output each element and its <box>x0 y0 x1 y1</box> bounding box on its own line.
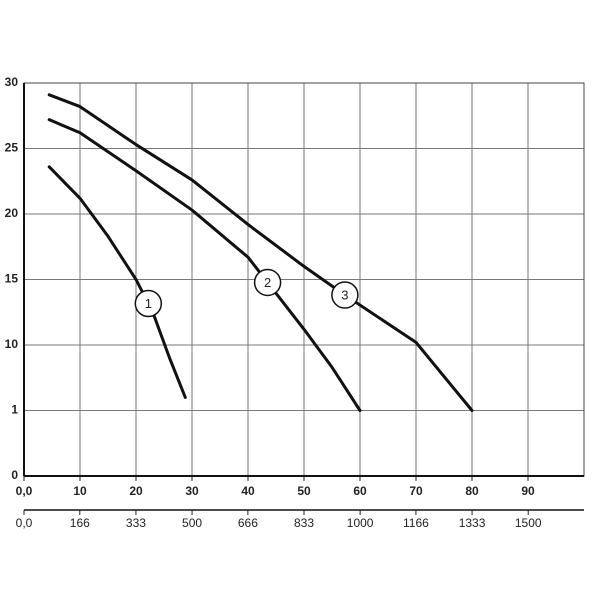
x2-tick-label: 166 <box>70 516 90 530</box>
x-tick-label: 60 <box>353 484 367 498</box>
x2-tick-label: 333 <box>126 516 146 530</box>
x2-tick-label: 0,0 <box>16 516 33 530</box>
x-tick-label: 50 <box>297 484 311 498</box>
curve-label-circle <box>134 289 163 318</box>
x-tick-label: 40 <box>241 484 255 498</box>
x-tick-label: 30 <box>185 484 199 498</box>
y-tick-label: 0 <box>11 468 18 482</box>
x2-tick-label: 1333 <box>459 516 486 530</box>
x-tick-label: 80 <box>465 484 479 498</box>
curve-label-circle <box>331 281 359 309</box>
y-tick-label: 10 <box>5 337 19 351</box>
x2-tick-label: 1500 <box>515 516 542 530</box>
x2-tick-label: 833 <box>294 516 314 530</box>
curve-label: 3 <box>341 287 348 302</box>
curve-label: 2 <box>264 275 271 290</box>
curve-label: 1 <box>145 296 152 311</box>
curve <box>47 165 187 399</box>
curve <box>47 93 474 412</box>
y-tick-label: 25 <box>5 141 19 155</box>
x-tick-label: 10 <box>73 484 87 498</box>
x2-tick-label: 1000 <box>347 516 374 530</box>
x2-tick-label: 1166 <box>403 516 429 530</box>
x-tick-label: 20 <box>129 484 143 498</box>
x-tick-label: 0,0 <box>16 484 33 498</box>
y-tick-label: 15 <box>5 272 19 286</box>
curve-label-circle <box>253 268 282 297</box>
x-tick-label: 90 <box>521 484 535 498</box>
x-tick-label: 70 <box>409 484 423 498</box>
y-tick-label: 1 <box>11 403 18 417</box>
x2-tick-label: 500 <box>182 516 202 530</box>
y-tick-label: 20 <box>5 206 19 220</box>
curve <box>47 118 362 412</box>
x2-tick-label: 666 <box>238 516 258 530</box>
y-tick-label: 30 <box>5 75 19 89</box>
